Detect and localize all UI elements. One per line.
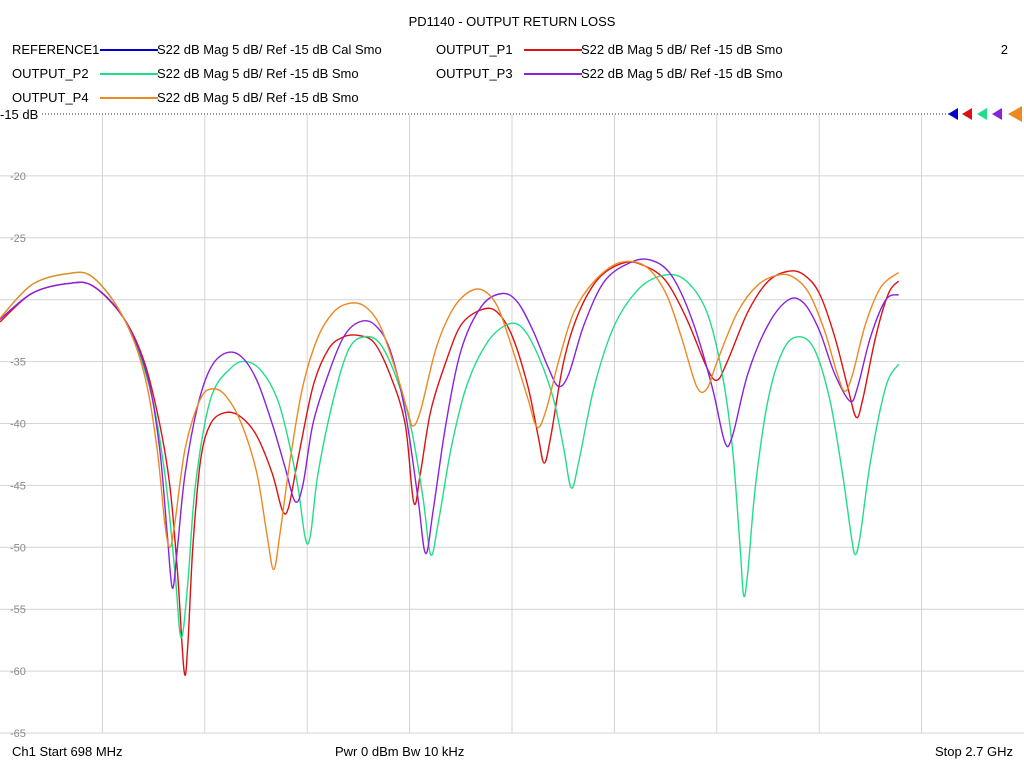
legend-name: OUTPUT_P4 bbox=[12, 90, 89, 105]
trace-output-p3 bbox=[0, 258, 899, 589]
trace-output-p1 bbox=[0, 261, 900, 677]
scale-marker bbox=[962, 108, 972, 120]
legend-name: REFERENCE1 bbox=[12, 42, 100, 57]
trace-output-p2 bbox=[0, 271, 900, 639]
y-tick-label: -65 bbox=[10, 728, 26, 740]
legend-swatch bbox=[100, 97, 158, 99]
scale-marker bbox=[948, 108, 958, 120]
legend-name: OUTPUT_P2 bbox=[12, 66, 89, 81]
y-tick-label: -55 bbox=[10, 604, 26, 616]
reference-level-label: -15 dB bbox=[0, 107, 41, 122]
start-frequency: Ch1 Start 698 MHz bbox=[12, 744, 123, 759]
active-trace-number: 2 bbox=[1000, 42, 1008, 57]
legend-swatch bbox=[524, 49, 582, 51]
y-tick-label: -50 bbox=[10, 542, 26, 554]
y-tick-label: -20 bbox=[10, 171, 26, 183]
legend-desc: S22 dB Mag 5 dB/ Ref -15 dB Smo bbox=[157, 90, 359, 105]
y-tick-label: -60 bbox=[10, 666, 26, 678]
y-tick-label: -35 bbox=[10, 357, 26, 369]
scale-markers bbox=[948, 106, 1022, 122]
trace-output-p4 bbox=[0, 260, 900, 571]
stop-frequency: Stop 2.7 GHz bbox=[934, 744, 1013, 759]
legend-desc: S22 dB Mag 5 dB/ Ref -15 dB Smo bbox=[581, 66, 783, 81]
legend-name: OUTPUT_P3 bbox=[436, 66, 513, 81]
traces bbox=[0, 258, 900, 677]
scale-marker bbox=[1008, 106, 1022, 122]
legend-name: OUTPUT_P1 bbox=[436, 42, 513, 57]
chart-title: PD1140 - OUTPUT RETURN LOSS bbox=[408, 14, 616, 29]
scale-marker bbox=[992, 108, 1002, 120]
y-tick-label: -40 bbox=[10, 419, 26, 431]
legend-swatch bbox=[524, 73, 582, 75]
legend-swatch bbox=[100, 73, 158, 75]
y-tick-labels: -20 -25 -35 -40 -45 -50 -55 -60 -65 bbox=[10, 171, 26, 740]
legend-desc: S22 dB Mag 5 dB/ Ref -15 dB Cal Smo bbox=[157, 42, 382, 57]
y-tick-label: -45 bbox=[10, 480, 26, 492]
power-bandwidth: Pwr 0 dBm Bw 10 kHz bbox=[335, 744, 465, 759]
legend-swatch bbox=[100, 49, 158, 51]
scale-marker bbox=[977, 108, 987, 120]
legend-desc: S22 dB Mag 5 dB/ Ref -15 dB Smo bbox=[581, 42, 783, 57]
y-tick-label: -25 bbox=[10, 233, 26, 245]
legend-desc: S22 dB Mag 5 dB/ Ref -15 dB Smo bbox=[157, 66, 359, 81]
